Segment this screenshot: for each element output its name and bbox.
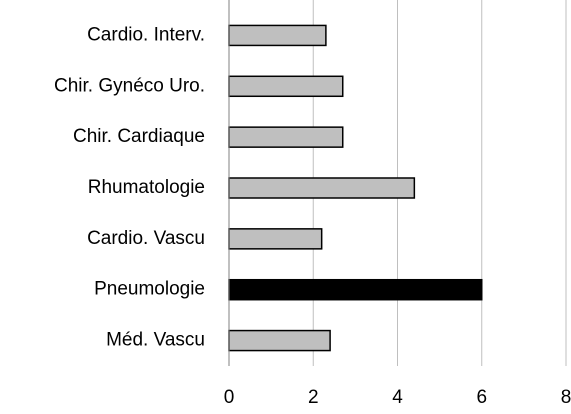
bar [228, 126, 344, 148]
x-tick-label: 6 [476, 387, 487, 408]
bar [228, 75, 344, 98]
x-tick-label: 8 [561, 387, 571, 408]
y-tick-label: Méd. Vascu [106, 330, 205, 351]
bar [228, 278, 483, 301]
bar [228, 228, 323, 250]
y-tick-label: Rhumatologie [88, 177, 205, 198]
y-tick-label: Pneumologie [94, 279, 205, 300]
bar [228, 329, 331, 352]
y-tick-label: Cardio. Vascu [87, 228, 205, 249]
y-tick-label: Chir. Cardiaque [73, 126, 205, 147]
bar [228, 24, 327, 47]
x-tick-label: 4 [392, 387, 403, 408]
y-tick-label: Cardio. Interv. [87, 24, 205, 45]
bar [228, 177, 416, 199]
y-tick-label: Chir. Gynéco Uro. [54, 75, 205, 96]
x-tick-label: 0 [224, 387, 235, 408]
x-tick-label: 2 [308, 387, 319, 408]
